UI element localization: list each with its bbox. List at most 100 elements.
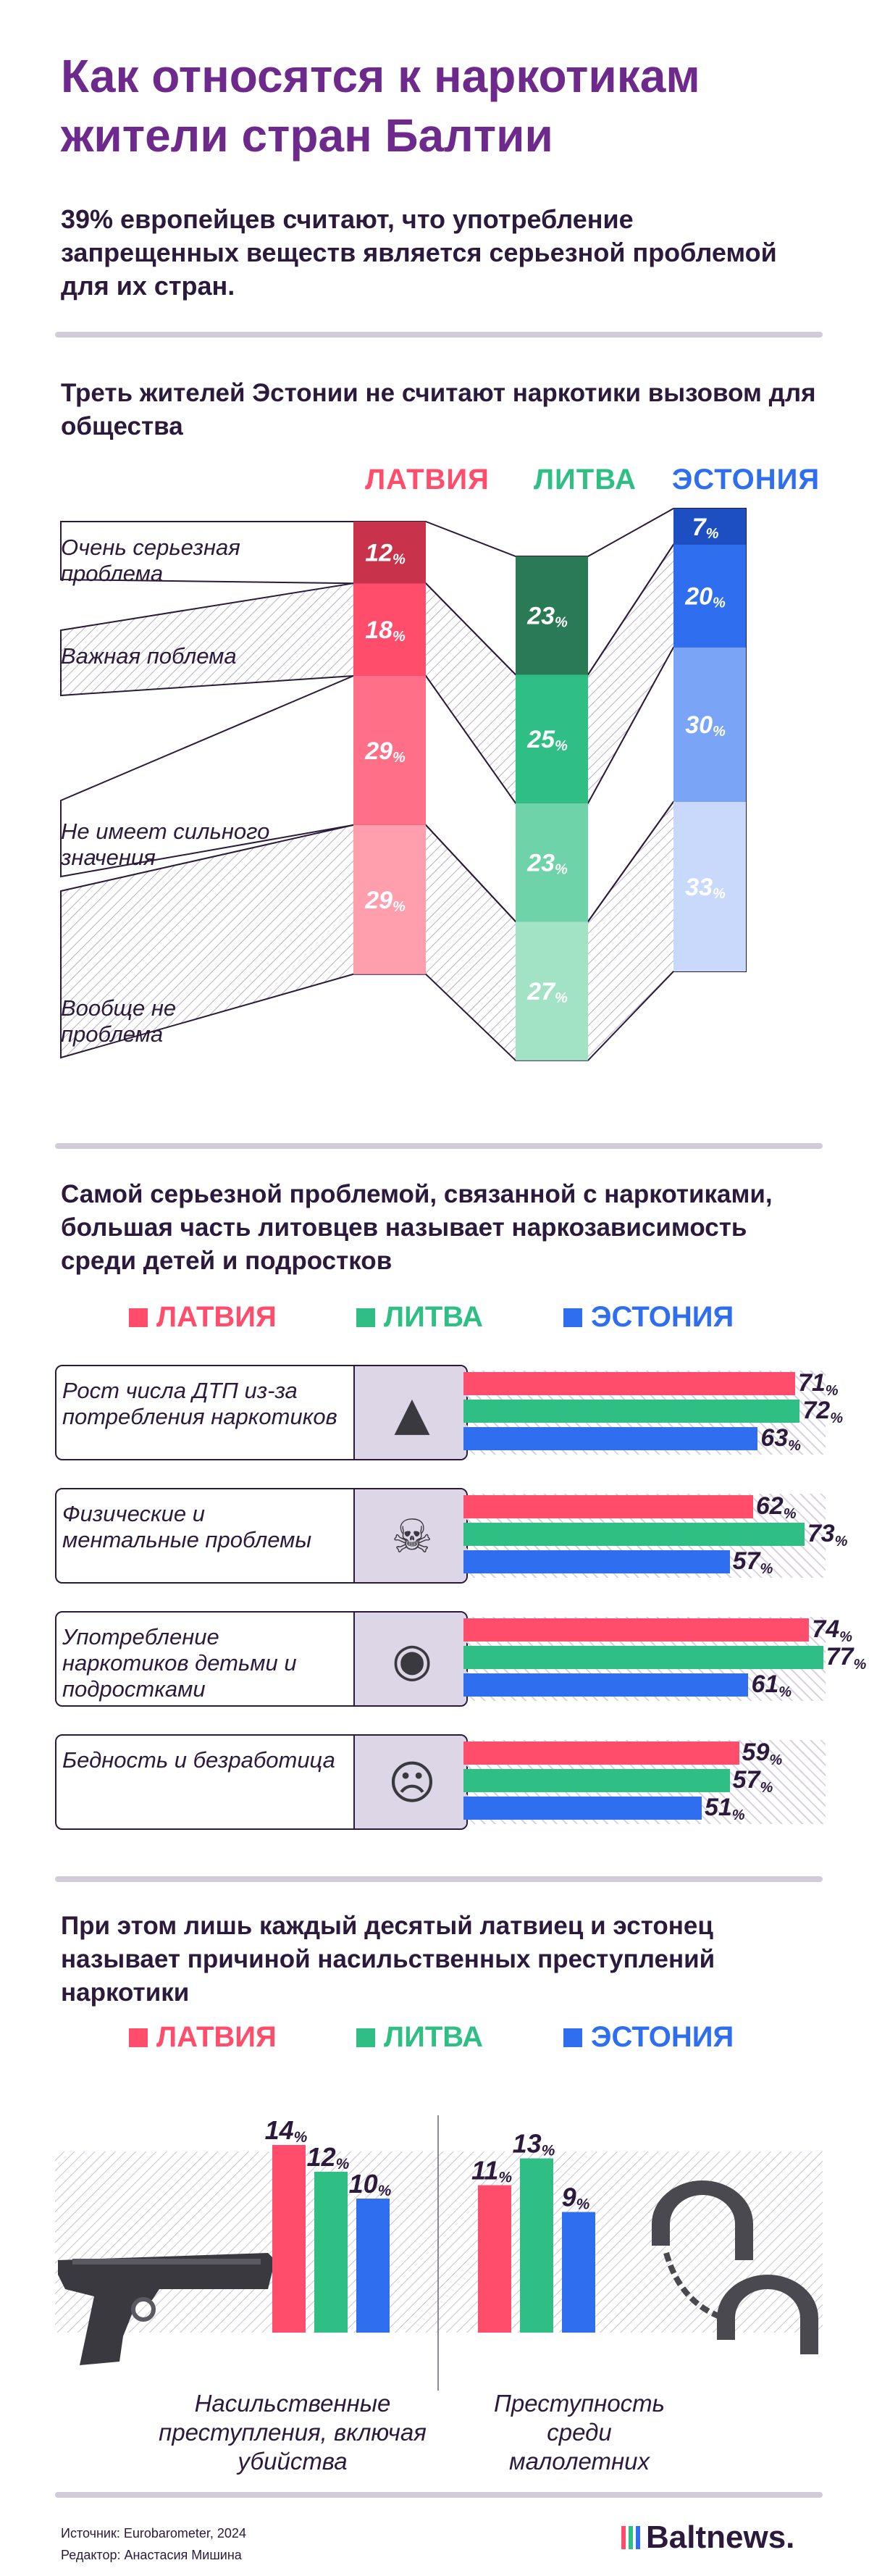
value-label: 20% (684, 583, 726, 611)
stack-category-label: Вообще не проблема (61, 995, 177, 1047)
legend-swatch (563, 1308, 582, 1327)
hbar-category-box: Бедность и безработица ☹ (55, 1734, 468, 1830)
hbar (463, 1769, 730, 1792)
hbar (463, 1741, 739, 1765)
value-label: 12% (307, 2142, 350, 2173)
hbar-value-label: 71% (797, 1369, 839, 1399)
stacked-chart-bars: 12% 18% 29% 29% 23% 25% 23% 27% 7% 20% 30% 33% (353, 509, 746, 1061)
legend-label: ЛАТВИЯ (156, 1301, 277, 1333)
vbar (356, 2199, 390, 2333)
editor-text: Редактор: Анастасия Мишина (61, 2548, 242, 2562)
logo-text: Baltnews. (646, 2519, 795, 2555)
value-label: 11% (471, 2156, 512, 2186)
hbar (463, 1427, 758, 1450)
section2-title: Самой серьезной проблемой, связанной с н… (61, 1180, 773, 1275)
group-label: Преступность среди малолетних (493, 2390, 666, 2475)
hbar-value-label: 61% (751, 1670, 792, 1700)
pill-bottle-icon: ◉ (353, 1613, 466, 1705)
value-label: 13% (513, 2129, 555, 2159)
stack-category-label: Очень серьезная проблема (61, 535, 240, 586)
stack-segment (516, 921, 588, 1061)
hbar (463, 1523, 805, 1546)
hbar-value-label: 57% (732, 1547, 773, 1577)
legend-lithuania: ЛИТВА (356, 1301, 483, 1334)
country-lithuania: ЛИТВА (533, 464, 637, 495)
hbar (463, 1495, 753, 1518)
vbar (562, 2212, 595, 2333)
legend-swatch (129, 1308, 148, 1327)
value-label: 7% (692, 514, 719, 542)
hbar (463, 1400, 800, 1423)
hbar (463, 1646, 823, 1669)
stack-segment (516, 674, 588, 803)
country-latvia: ЛАТВИЯ (365, 464, 490, 495)
vbar (314, 2172, 348, 2333)
value-label: 18% (365, 616, 406, 645)
hbar-row: Употребление наркотиков детьми и подрост… (0, 1608, 869, 1710)
divider (55, 1143, 823, 1149)
value-label: 23% (526, 603, 568, 631)
hbar-category-label: Рост числа ДТП из-за потребления наркоти… (62, 1378, 337, 1429)
stack-segment (353, 583, 426, 676)
stacked-bar-chart: 12% 18% 29% 29% 23% 25% 23% 27% 7% 20% 30% 33% (60, 508, 747, 1061)
stack-segment (673, 647, 746, 802)
hbar-value-label: 59% (742, 1739, 783, 1768)
value-label: 29% (364, 887, 406, 915)
vertical-bars: 14%12%10% 11%13%9% (265, 2115, 595, 2333)
hbar-value-label: 77% (826, 1643, 867, 1673)
group-label: Насильственные преступления, включая уби… (159, 2390, 427, 2475)
hbar (463, 1372, 795, 1395)
legend-latvia: ЛАТВИЯ (129, 2021, 277, 2054)
stack-segment (516, 803, 588, 922)
value-label: 33% (685, 874, 726, 902)
car-fire-icon: ▲ (353, 1366, 466, 1459)
stack-segment (353, 676, 426, 825)
lead-text: 39% европейцев считают, что употребление… (61, 204, 777, 301)
hbar-value-label: 51% (704, 1794, 745, 1823)
vbar (478, 2185, 511, 2333)
value-label: 14% (265, 2115, 308, 2146)
hbar (463, 1550, 730, 1573)
vertical-bar-chart: 14%12%10% 11%13%9% (55, 2115, 823, 2391)
hbar-category-label: Употребление наркотиков детьми и подрост… (62, 1624, 297, 1702)
hbar-category-box: Рост числа ДТП из-за потребления наркоти… (55, 1365, 468, 1460)
stack-segment (673, 509, 746, 545)
handcuffs-icon (652, 2180, 818, 2354)
legend-label: ЛАТВИЯ (156, 2021, 277, 2053)
vbar (272, 2145, 306, 2333)
hbar-value-label: 74% (812, 1615, 852, 1645)
horizontal-bar-chart: Рост числа ДТП из-за потребления наркоти… (0, 1362, 869, 1862)
hbar-category-box: Употребление наркотиков детьми и подрост… (55, 1611, 468, 1707)
baltnews-logo: Baltnews. (621, 2519, 794, 2556)
legend-label: ЛИТВА (384, 2021, 484, 2053)
hbar-category-box: Физические и ментальные проблемы ☠ (55, 1488, 468, 1584)
legend-latvia: ЛАТВИЯ (129, 1301, 277, 1334)
logo-bars-icon (621, 2526, 640, 2549)
stack-segment (353, 824, 426, 974)
hbar (463, 1673, 749, 1697)
stack-segment (353, 522, 426, 584)
hbar-value-label: 63% (760, 1424, 801, 1454)
hbar-value-label: 73% (807, 1520, 848, 1550)
stack-segment (516, 556, 588, 675)
hbar-value-label: 62% (755, 1492, 797, 1522)
stack-category-label: Важная поблема (61, 643, 237, 669)
sick-person-icon: ☠ (353, 1489, 466, 1582)
hbar-row: Физические и ментальные проблемы ☠ 62% 73% 5… (0, 1485, 869, 1586)
hbar-row: Рост числа ДТП из-за потребления наркоти… (0, 1362, 869, 1463)
stack-segment (673, 801, 746, 971)
vbar (520, 2158, 553, 2333)
legend-lithuania: ЛИТВА (356, 2021, 483, 2054)
legend-label: ЭСТОНИЯ (591, 1301, 734, 1333)
legend-swatch (356, 2028, 375, 2047)
value-label: 12% (365, 540, 406, 568)
hbar-value-label: 57% (732, 1766, 773, 1796)
stack-segment (673, 544, 746, 648)
divider (55, 1876, 823, 1882)
country-estonia: ЭСТОНИЯ (671, 464, 820, 495)
hbar-category-label: Физические и ментальные проблемы (62, 1501, 312, 1552)
divider (55, 2492, 823, 2498)
legend-swatch (129, 2028, 148, 2047)
divider (55, 332, 823, 338)
